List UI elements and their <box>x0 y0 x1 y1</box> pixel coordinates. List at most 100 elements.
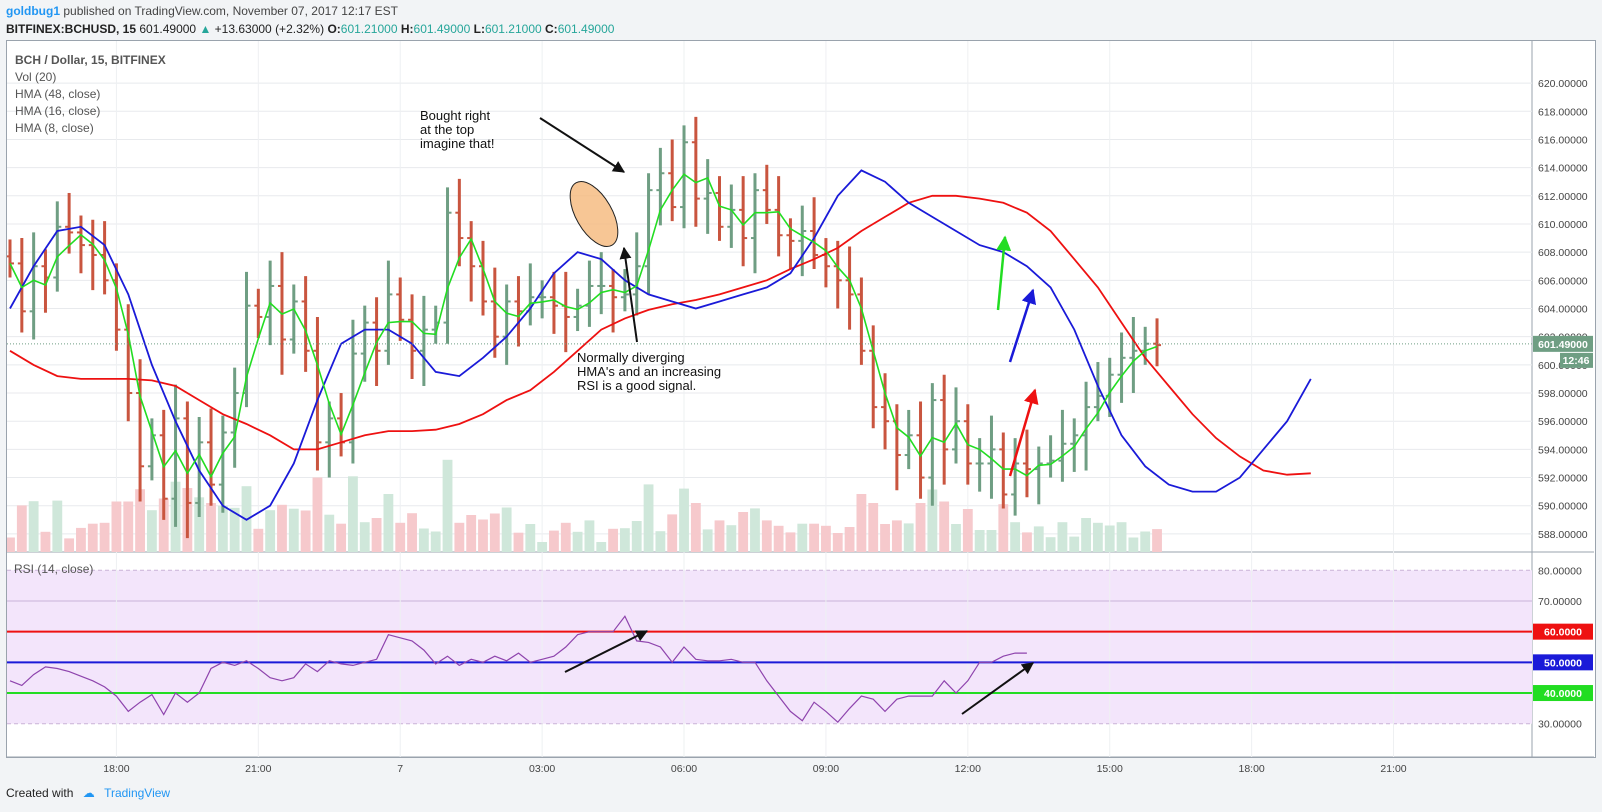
volume-bar <box>1128 537 1139 552</box>
tradingview-cloud-icon[interactable]: ☁ <box>82 786 95 800</box>
volume-bar <box>1033 526 1044 552</box>
volume-bar <box>903 523 914 552</box>
volume-bar <box>99 522 110 552</box>
countdown-badge <box>1560 352 1593 368</box>
price-tick-label: 598.00000 <box>1538 388 1588 400</box>
rsi-lines <box>7 615 1532 724</box>
price-tick-label: 608.00000 <box>1538 247 1588 259</box>
volume-bar <box>253 528 264 552</box>
volume-bar <box>430 531 441 552</box>
volume-bar <box>217 505 228 552</box>
volume-bar <box>809 523 820 552</box>
volume-bar <box>797 523 808 552</box>
note1-line3: imagine that! <box>420 136 494 151</box>
price-change: +13.63000 (+2.32%) <box>214 22 325 36</box>
high-label: H: <box>400 22 414 36</box>
volume-bar <box>986 530 997 552</box>
volume-bar <box>714 520 725 552</box>
volume-bar <box>52 500 63 552</box>
volume-bar <box>277 504 287 552</box>
publish-info: goldbug1 published on TradingView.com, N… <box>6 4 398 18</box>
countdown-badge-label: 12:46 <box>1563 355 1590 367</box>
low-label: L: <box>473 22 485 36</box>
volume-bar <box>111 501 122 552</box>
footer: Created with ☁ TradingView <box>6 786 170 800</box>
note1-line2: at the top <box>420 122 474 137</box>
time-tick-label: 7 <box>397 763 403 775</box>
volume-bar <box>312 477 323 552</box>
price-tick-label: 618.00000 <box>1538 106 1588 118</box>
volume-bar <box>336 523 347 552</box>
volume-bar <box>229 507 240 552</box>
volume-bar <box>501 507 512 552</box>
volume-bar <box>76 527 86 552</box>
symbol-info: BITFINEX:BCHUSD, 15 601.49000 ▲ +13.6300… <box>6 22 614 36</box>
volume-bar <box>939 501 950 552</box>
rsi-level-badge-label: 60.0000 <box>1544 627 1582 639</box>
author-name[interactable]: goldbug1 <box>6 4 60 18</box>
volume-bar <box>16 505 27 552</box>
red-up-arrow <box>1008 388 1039 477</box>
legend-hma48: HMA (48, close) <box>15 87 100 101</box>
volume-bar <box>64 538 75 552</box>
volume-bar <box>395 522 406 552</box>
tradingview-link[interactable]: TradingView <box>104 786 171 800</box>
volume-bar <box>761 520 772 552</box>
volume-bar <box>288 508 299 552</box>
price-tick-label: 612.00000 <box>1538 191 1588 203</box>
volume-bar <box>773 525 784 552</box>
volume-bar <box>1045 537 1056 552</box>
volume-bar <box>442 459 453 552</box>
current-price-badge <box>1533 335 1593 352</box>
hma8-line <box>9 173 1158 479</box>
price-tick-label: 616.00000 <box>1538 134 1588 146</box>
rsi-background <box>7 570 1532 724</box>
price-tick-label: 590.00000 <box>1538 501 1588 513</box>
volume-bar <box>454 522 465 552</box>
created-with-text: Created with <box>6 786 74 800</box>
rsi-arrow-2 <box>961 662 1034 715</box>
hma16-line <box>9 169 1312 521</box>
time-tick-label: 18:00 <box>1238 763 1264 775</box>
volume-bar <box>1140 531 1151 552</box>
price-tick-label: 620.00000 <box>1538 78 1588 90</box>
volume-bar <box>359 522 370 552</box>
time-tick-labels: 18:00 21:00 7 03:00 06:00 09:00 12:00 15:00 18:0… <box>103 763 1407 775</box>
rsi-line <box>9 615 1027 724</box>
volume-bar <box>1116 522 1127 552</box>
volume-bar <box>750 508 760 552</box>
volume-bar <box>974 530 985 552</box>
green-up-arrow <box>996 235 1012 311</box>
volume-bar <box>962 509 973 552</box>
published-text: published on TradingView.com, November 0… <box>63 4 398 18</box>
main-pane-title: BCH / Dollar, 15, BITFINEX <box>15 53 166 67</box>
volume-bar <box>194 497 205 552</box>
volume-bar <box>655 531 666 552</box>
highlight-ellipse <box>569 181 619 247</box>
volume-bar <box>690 503 701 552</box>
volume-bar <box>206 503 216 552</box>
volume-bar <box>667 514 678 552</box>
volume-bar <box>135 489 145 552</box>
rsi-tick-label: 30.00000 <box>1538 719 1582 731</box>
axis-badges: 60.0000 50.0000 40.0000 601.49000 12:46 <box>1533 335 1593 702</box>
volume-bar <box>785 532 796 552</box>
volume-bar <box>348 476 358 552</box>
volume-bar <box>998 504 1009 552</box>
volume-bar <box>466 515 477 552</box>
volume-bar <box>608 528 618 552</box>
volume-bar <box>832 533 843 552</box>
close-label: C: <box>545 22 558 36</box>
volume-bar <box>265 510 276 552</box>
volume-bar <box>880 524 890 552</box>
volume-bar <box>418 528 429 552</box>
volume-bar <box>549 530 559 552</box>
time-tick-label: 06:00 <box>671 763 697 775</box>
open-label: O: <box>327 22 341 36</box>
volume-bar <box>371 518 382 552</box>
blue-up-arrow <box>1008 288 1037 363</box>
note2-line1: Normally diverging <box>577 350 685 365</box>
rsi-level-badge-label: 40.0000 <box>1544 688 1582 700</box>
volume-bar <box>631 521 642 552</box>
